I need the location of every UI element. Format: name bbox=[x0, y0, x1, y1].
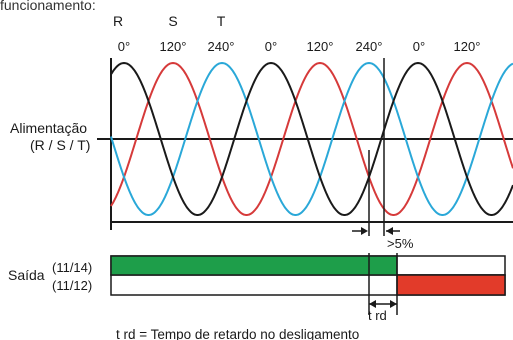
angle-label: 240° bbox=[356, 39, 383, 54]
angle-label: 0° bbox=[265, 39, 277, 54]
phase-name-s: S bbox=[168, 13, 177, 29]
top-caption: funcionamento: bbox=[0, 0, 96, 13]
threshold-arrowhead bbox=[361, 227, 368, 235]
supply-label-line2: (R / S / T) bbox=[30, 137, 90, 153]
trd-label: t rd bbox=[368, 308, 387, 323]
angle-label: 120° bbox=[160, 39, 187, 54]
phase-r-wave bbox=[110, 61, 513, 216]
output-label: Saída bbox=[8, 267, 45, 283]
threshold-arrowhead-right bbox=[386, 227, 393, 235]
contact-1114-on-bar bbox=[110, 255, 398, 276]
threshold-label: >5% bbox=[387, 236, 414, 251]
supply-label-line1: Alimentação bbox=[10, 120, 87, 136]
angle-label: 120° bbox=[307, 39, 334, 54]
footnote: t rd = Tempo de retardo no desligamento bbox=[116, 327, 359, 340]
trd-arrowhead-left bbox=[369, 300, 376, 308]
contact-1112-on-bar bbox=[396, 274, 506, 296]
phase-waveforms bbox=[110, 61, 513, 216]
angle-label: 240° bbox=[208, 39, 235, 54]
phase-name-t: T bbox=[217, 13, 226, 29]
phase-name-r: R bbox=[113, 13, 123, 29]
output-contact-1112-label: (11/12) bbox=[52, 278, 92, 293]
angle-label: 0° bbox=[413, 39, 425, 54]
phase-s-wave bbox=[110, 61, 513, 216]
angle-label: 0° bbox=[118, 39, 130, 54]
trd-arrowhead-right bbox=[390, 300, 397, 308]
output-timeline bbox=[110, 255, 506, 296]
angle-label: 120° bbox=[454, 39, 481, 54]
phase-t-wave bbox=[110, 61, 513, 216]
output-contact-1114-label: (11/14) bbox=[52, 260, 92, 275]
